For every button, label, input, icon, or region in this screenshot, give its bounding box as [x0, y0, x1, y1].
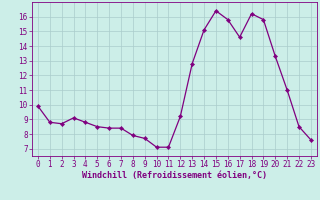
X-axis label: Windchill (Refroidissement éolien,°C): Windchill (Refroidissement éolien,°C)	[82, 171, 267, 180]
